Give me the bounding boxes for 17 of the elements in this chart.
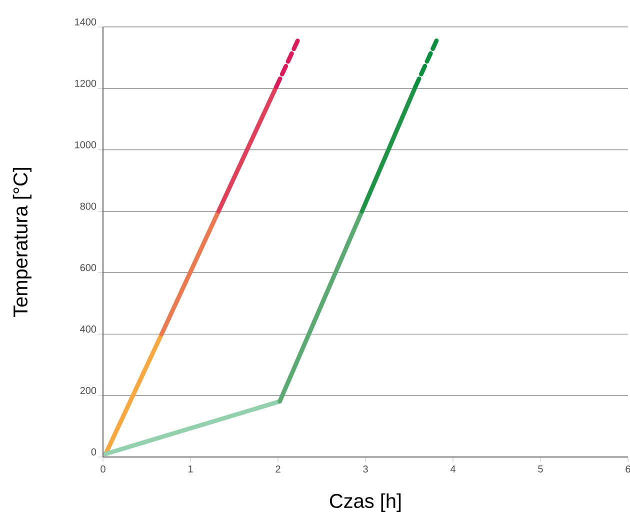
- y-tick-label: 0: [91, 448, 96, 456]
- y-tick-label: 800: [80, 202, 96, 210]
- x-tick-label: 5: [538, 466, 543, 472]
- x-tick-label: 6: [626, 466, 630, 473]
- y-tick-label: 600: [80, 264, 96, 272]
- y-axis-title: Temperatura [°C]: [12, 168, 32, 317]
- x-tick-label: 1: [188, 466, 193, 472]
- y-tick-label: 400: [80, 326, 96, 333]
- x-tick-label: 2: [276, 466, 280, 472]
- y-tick-label: 1400: [75, 18, 96, 26]
- x-axis-title: Czas [h]: [330, 493, 401, 512]
- y-tick-label: 1000: [75, 141, 96, 148]
- x-tick-label: 4: [450, 466, 456, 472]
- x-tick-label: 0: [100, 466, 106, 473]
- y-tick-label: 200: [80, 386, 96, 394]
- x-tick-label: 3: [363, 466, 368, 473]
- y-tick-label: 1200: [75, 80, 96, 87]
